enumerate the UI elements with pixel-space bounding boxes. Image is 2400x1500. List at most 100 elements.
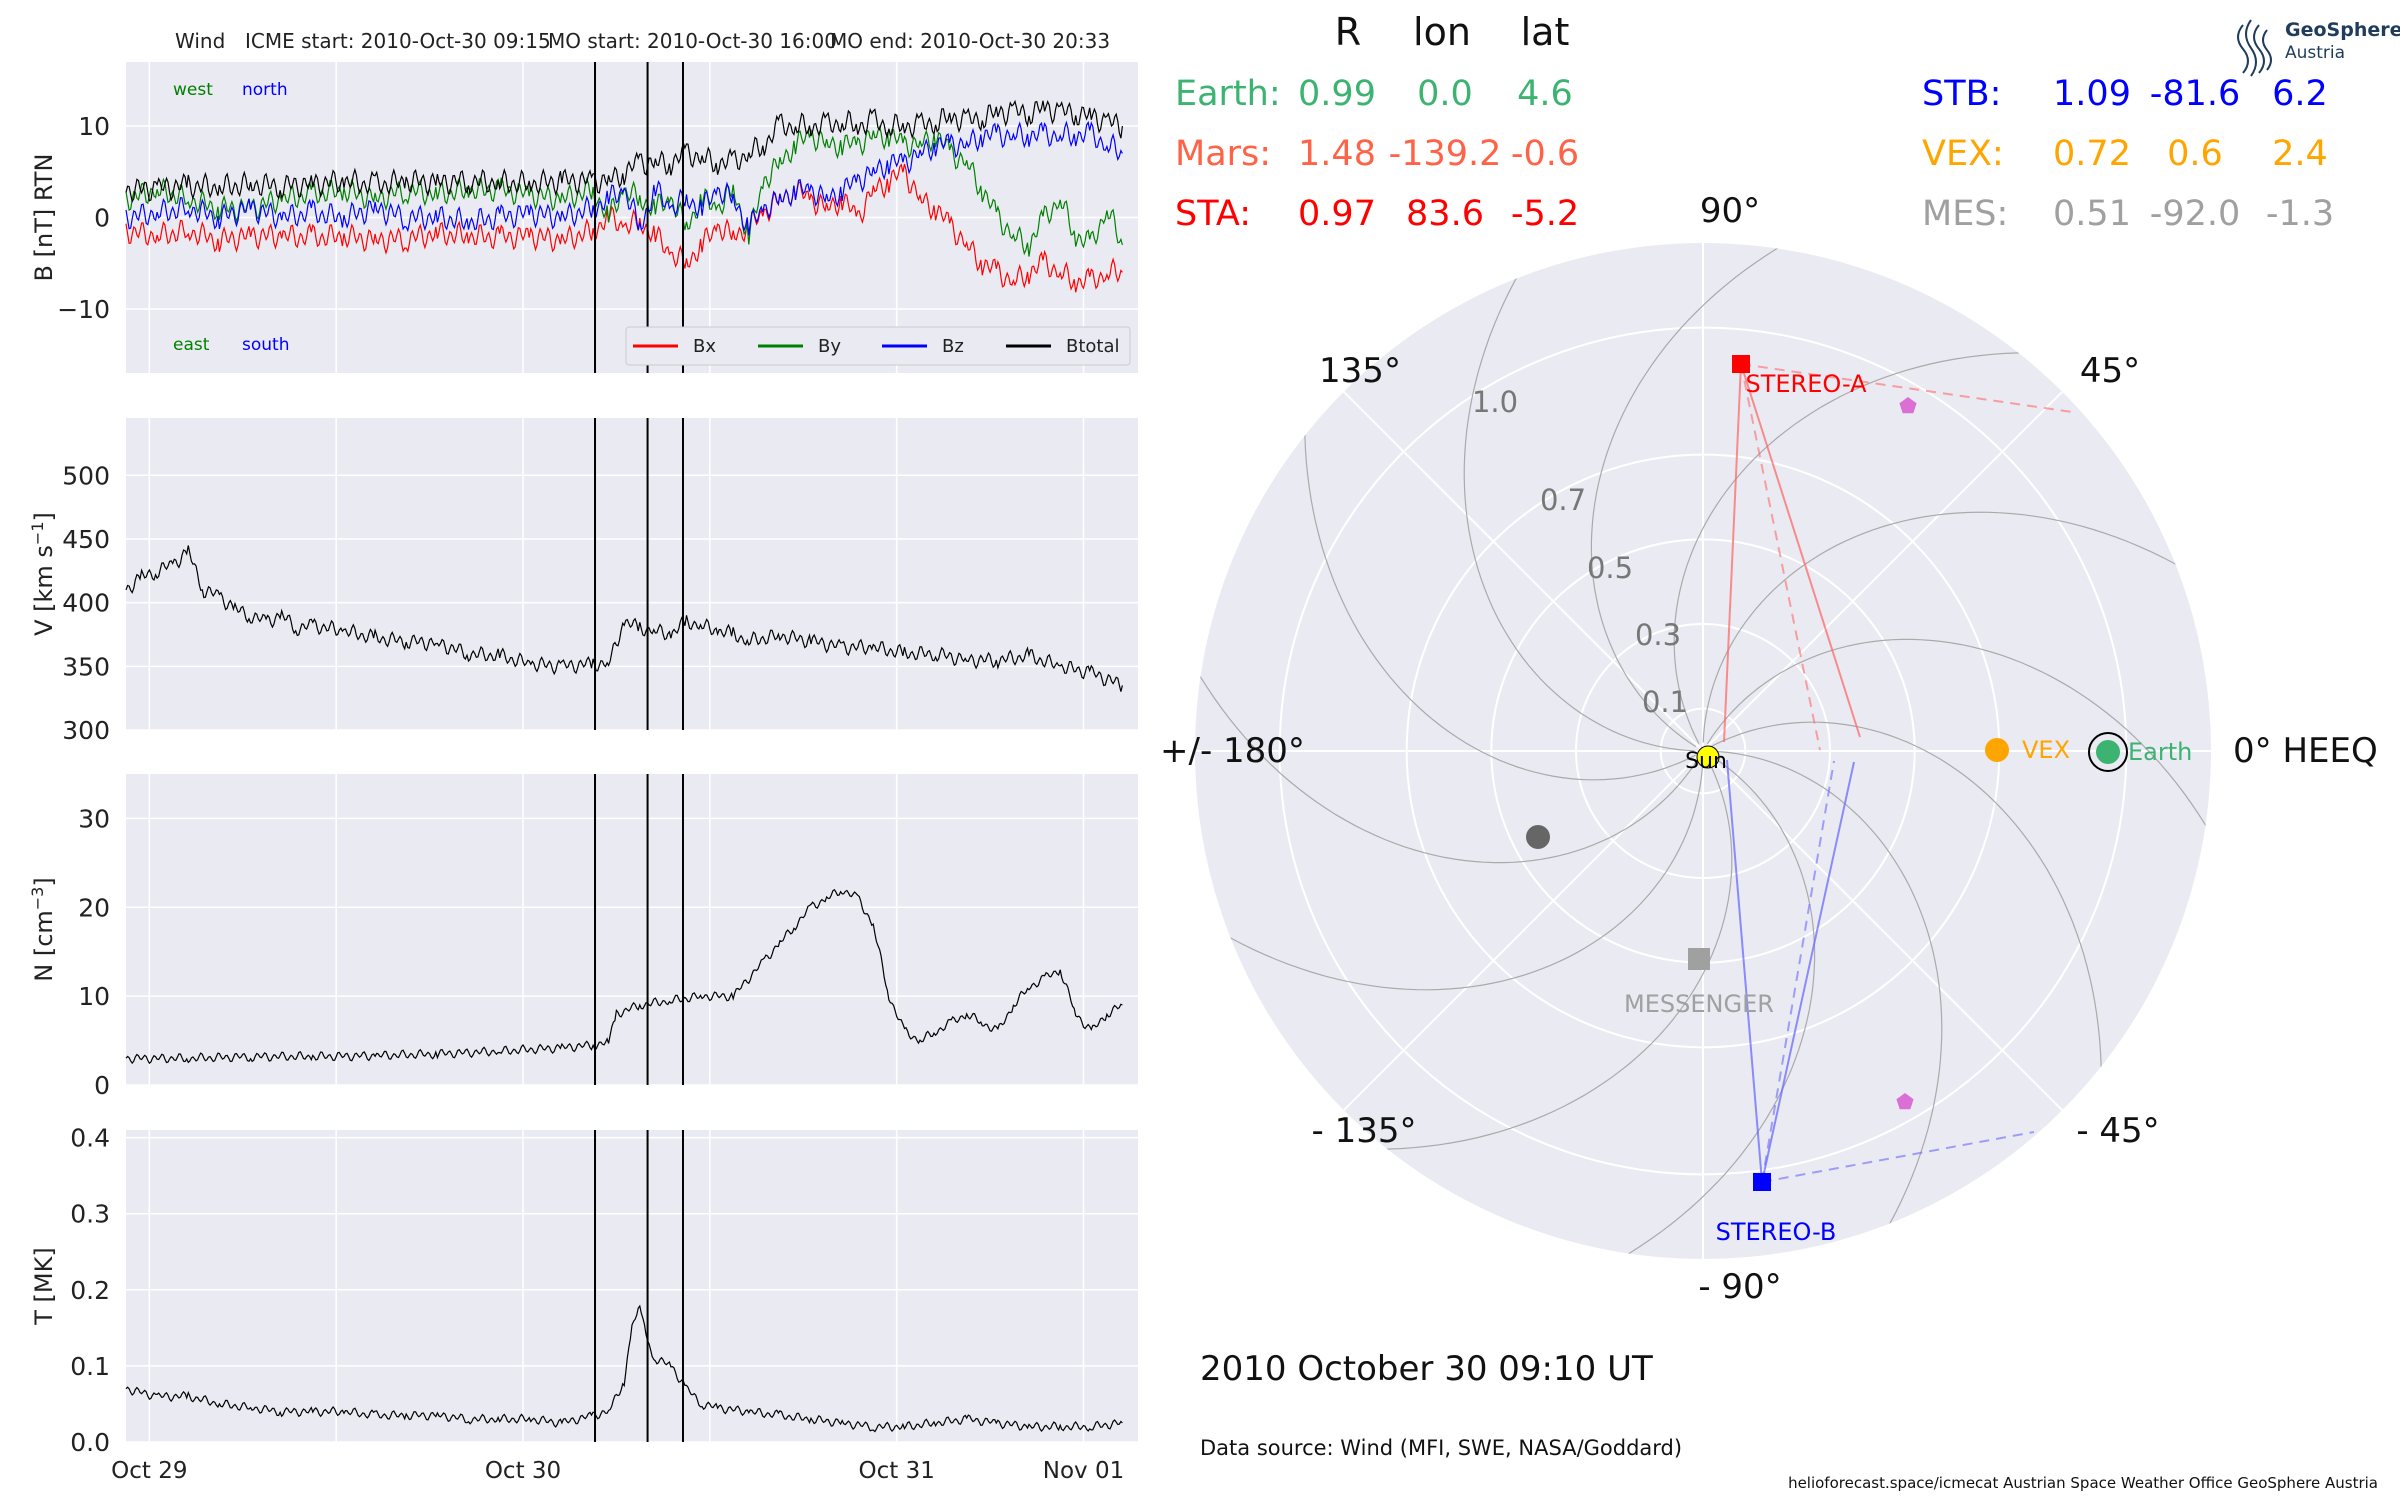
angular-gridline — [1343, 750, 1704, 1111]
pentagon-marker-upper — [1899, 397, 1917, 414]
row-name: Mars: — [1175, 134, 1271, 174]
row-value: 1.09 — [2053, 74, 2131, 114]
parker-spiral — [1195, 492, 1700, 864]
annotation-south: south — [242, 335, 289, 355]
panel-t: 0.4 0.3 0.2 0.1 0.0 T [MK] — [30, 1124, 1138, 1457]
table-row: Earth: 0.99 0.0 4.6 — [1175, 74, 1573, 114]
row-value: 0.0 — [1417, 74, 1473, 114]
annotation-west: west — [173, 80, 213, 100]
angle-label: - 135° — [1312, 1111, 1417, 1151]
radial-tick-label: 0.7 — [1540, 483, 1586, 517]
y-tick-label: 10 — [78, 112, 110, 141]
stereo-a-label: STEREO-A — [1745, 370, 1867, 398]
legend-by-label: By — [818, 336, 841, 357]
panel-background — [126, 774, 1138, 1085]
header-mo-start: MO start: 2010-Oct-30 16:00 — [548, 29, 837, 53]
series-line-bz — [125, 120, 1123, 236]
y-tick-label: 0.0 — [70, 1428, 110, 1457]
header-icme-start: ICME start: 2010-Oct-30 09:15 — [245, 29, 551, 53]
vex-marker — [1985, 738, 2009, 762]
radial-tick-label: 0.3 — [1635, 618, 1681, 652]
pentagon-marker-lower — [1896, 1093, 1914, 1110]
row-name: MES: — [1922, 194, 2008, 234]
row-value: 4.6 — [1517, 74, 1573, 114]
y-tick-label: 10 — [78, 982, 110, 1011]
stereo-a-marker — [1732, 355, 1750, 373]
y-axis-label: V [km s−1] — [28, 512, 59, 636]
series-line-btotal — [125, 99, 1123, 204]
y-tick-label: 350 — [62, 652, 110, 681]
row-value: -5.2 — [1511, 194, 1579, 234]
angle-label: 90° — [1700, 191, 1760, 231]
angular-gridline — [1343, 391, 1704, 752]
sun-label: Sun — [1685, 749, 1727, 774]
annotation-north: north — [242, 80, 288, 100]
earth-label: Earth — [2128, 738, 2192, 766]
y-tick-label: 20 — [78, 893, 110, 922]
legend-bx-label: Bx — [693, 336, 716, 357]
row-value: 0.99 — [1298, 74, 1376, 114]
row-value: 0.72 — [2053, 134, 2131, 174]
table-row: STA: 0.97 83.6 -5.2 — [1175, 194, 1579, 234]
x-tick-label: Oct 31 — [858, 1458, 934, 1484]
sun-marker — [1696, 745, 1720, 769]
panel-v: 500 450 400 350 300 V [km s−1] — [28, 418, 1138, 745]
y-tick-label: 300 — [62, 716, 110, 745]
row-value: -81.6 — [2150, 74, 2241, 114]
y-tick-label: 0 — [94, 204, 110, 233]
x-tick-labels: Oct 29 Oct 30 Oct 31 Nov 01 — [111, 1458, 1124, 1484]
mars-marker — [1526, 825, 1550, 849]
stereo-b-label: STEREO-B — [1716, 1218, 1837, 1246]
messenger-label: MESSENGER — [1624, 990, 1774, 1018]
row-value: -0.6 — [1511, 134, 1579, 174]
row-value: 0.6 — [2167, 134, 2223, 174]
earth-ring — [2088, 732, 2128, 772]
logo-line2: Austria — [2285, 43, 2345, 63]
x-tick-label: Nov 01 — [1043, 1458, 1124, 1484]
date-label: 2010 October 30 09:10 UT — [1200, 1349, 1653, 1389]
logo-line1: GeoSphere — [2285, 19, 2400, 41]
parker-spiral — [1706, 638, 2211, 1010]
x-tick-label: Oct 29 — [111, 1458, 187, 1484]
row-name: VEX: — [1922, 134, 2004, 174]
earth-marker — [2096, 740, 2120, 764]
panel-b: 10 0 −10 B [nT] RTN — [30, 62, 1138, 373]
panel-background — [126, 418, 1138, 730]
y-tick-label: 0 — [94, 1071, 110, 1100]
table-column-header: lat — [1521, 10, 1570, 54]
table-column-header: R — [1335, 10, 1361, 54]
y-tick-label: 500 — [62, 461, 110, 490]
series-line-bx — [125, 163, 1123, 293]
y-axis-label: T [MK] — [30, 1247, 58, 1325]
y-tick-label: 0.4 — [70, 1124, 110, 1153]
angle-label: - 90° — [1698, 1267, 1781, 1307]
y-tick-label: 30 — [78, 804, 110, 833]
table-row: Mars: 1.48 -139.2 -0.6 — [1175, 134, 1579, 174]
row-value: 2.4 — [2272, 134, 2328, 174]
y-axis-label: N [cm−3] — [28, 877, 59, 982]
legend: Bx By Bz Btotal — [625, 326, 1131, 366]
y-tick-label: 0.1 — [70, 1352, 110, 1381]
footer-credit: helioforecast.space/icmecat Austrian Spa… — [1788, 1474, 2378, 1492]
angle-label: - 45° — [2076, 1111, 2159, 1151]
angle-label: 0° HEEQ — [2233, 731, 2378, 771]
annotation-east: east — [173, 335, 210, 355]
data-source: Data source: Wind (MFI, SWE, NASA/Goddar… — [1200, 1436, 1682, 1460]
y-tick-label: 400 — [62, 589, 110, 618]
y-axis-label: B [nT] RTN — [30, 154, 58, 282]
panel-n: 30 20 10 0 N [cm−3] — [28, 774, 1138, 1100]
row-value: 0.97 — [1298, 194, 1376, 234]
row-value: -1.3 — [2266, 194, 2334, 234]
row-name: STB: — [1922, 74, 2001, 114]
panel-background — [126, 1130, 1138, 1442]
angle-label: 135° — [1319, 351, 1401, 391]
radial-tick-label: 0.5 — [1587, 551, 1633, 585]
header-mo-end: MO end: 2010-Oct-30 20:33 — [830, 29, 1110, 53]
geosphere-logo: GeoSphere Austria — [2237, 19, 2400, 77]
parker-spiral — [1444, 754, 1816, 1259]
spacecraft-lines — [1723, 363, 2073, 1183]
legend-btotal-label: Btotal — [1066, 336, 1120, 357]
